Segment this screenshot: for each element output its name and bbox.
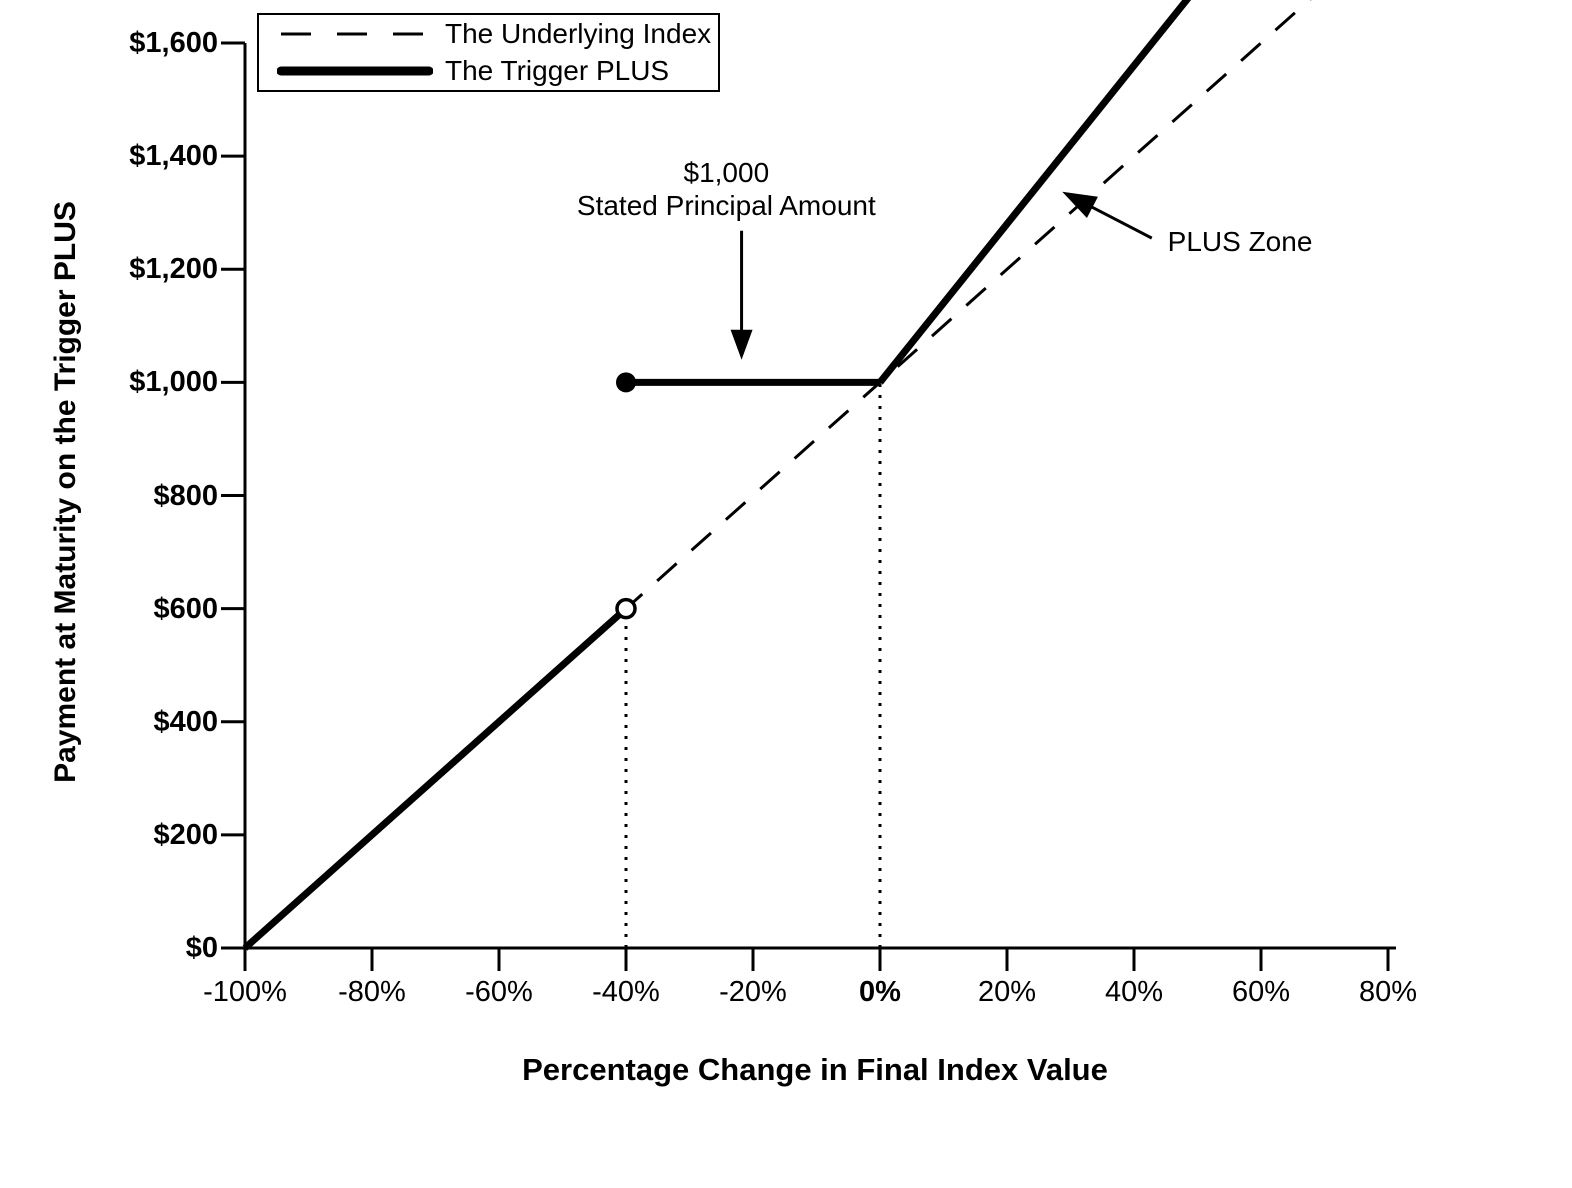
legend-entry: The Underlying Index bbox=[259, 16, 718, 53]
x-tick-label: 20% bbox=[977, 976, 1037, 1008]
trigger-plus-line-segment bbox=[877, 0, 1192, 385]
annotation-plus-zone: PLUS Zone bbox=[1167, 226, 1313, 258]
y-axis-title: Payment at Maturity on the Trigger PLUS bbox=[49, 201, 82, 783]
plus-zone-arrow-head bbox=[1062, 191, 1098, 219]
legend-dashed-line-sample bbox=[281, 32, 429, 36]
annotation-stated-principal: $1,000 Stated Principal Amount bbox=[577, 156, 876, 222]
x-tick-label: 40% bbox=[1104, 976, 1164, 1008]
y-tick-label: $200 bbox=[153, 818, 218, 851]
plus-zone-arrow bbox=[1089, 205, 1153, 240]
legend: The Underlying Index The Trigger PLUS bbox=[257, 13, 720, 92]
legend-thick-line-sample bbox=[277, 66, 433, 76]
x-tick-label: -60% bbox=[465, 976, 533, 1008]
y-tick-label: $0 bbox=[185, 932, 218, 964]
y-tick-label: $800 bbox=[153, 479, 218, 512]
annotation-principal-line1: $1,000 bbox=[683, 157, 770, 189]
y-tick-label: $400 bbox=[153, 705, 218, 738]
principal-arrow-head bbox=[730, 329, 753, 360]
legend-entry-label: The Trigger PLUS bbox=[445, 55, 670, 86]
underlying-index-line bbox=[244, 0, 1312, 950]
y-tick-label: $600 bbox=[153, 592, 218, 625]
y-tick-label: $1,200 bbox=[129, 253, 218, 286]
x-tick-label: -80% bbox=[338, 976, 406, 1008]
x-tick-label: -20% bbox=[719, 976, 787, 1008]
open-circle-marker bbox=[615, 597, 637, 620]
annotation-principal-line2: Stated Principal Amount bbox=[576, 190, 876, 222]
x-tick-label: 80% bbox=[1358, 976, 1418, 1008]
legend-entry: The Trigger PLUS bbox=[259, 53, 718, 90]
y-tick-label: $1,400 bbox=[129, 140, 218, 173]
x-tick-label: 60% bbox=[1231, 976, 1291, 1008]
y-tick-label: $1,000 bbox=[129, 366, 218, 399]
trigger-plus-line-segment bbox=[242, 606, 629, 951]
x-tick-label: -100% bbox=[203, 976, 287, 1008]
x-axis-title: Percentage Change in Final Index Value bbox=[522, 1052, 1108, 1087]
filled-circle-marker bbox=[616, 372, 636, 393]
x-tick-label: 0% bbox=[859, 976, 901, 1008]
legend-entry-label: The Underlying Index bbox=[445, 18, 712, 49]
x-tick-label: -40% bbox=[592, 976, 660, 1008]
y-tick-label: $1,600 bbox=[129, 27, 218, 59]
